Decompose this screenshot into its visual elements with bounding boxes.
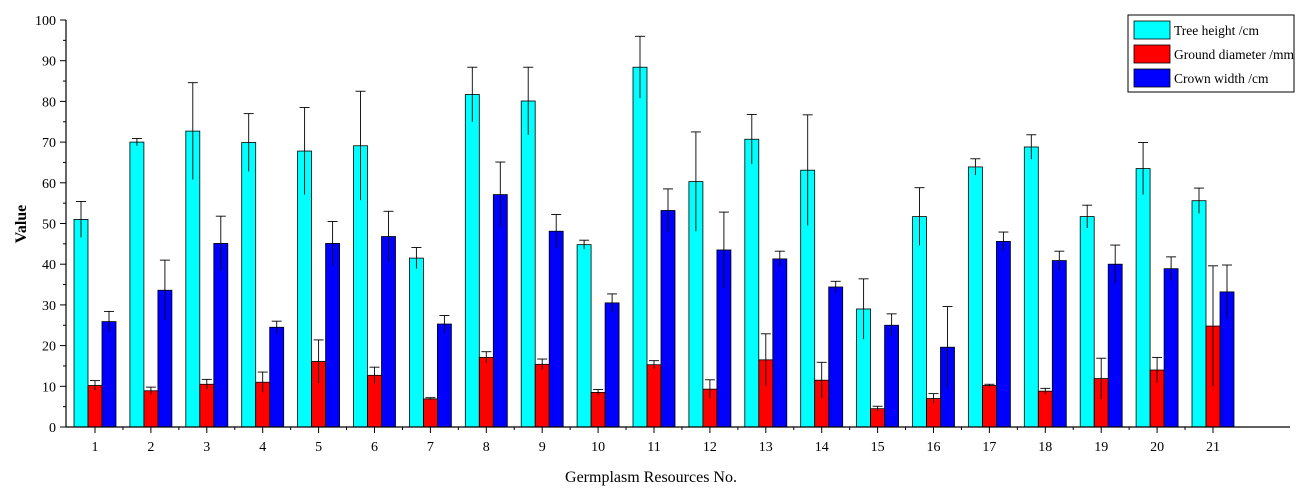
legend-swatch <box>1133 68 1171 88</box>
x-tick-label: 6 <box>371 440 378 455</box>
y-tick-label: 20 <box>42 340 56 355</box>
bar <box>534 363 550 428</box>
legend-swatch <box>1133 44 1171 64</box>
x-tick-label: 10 <box>591 440 605 455</box>
bar <box>408 257 424 428</box>
y-axis-title: Value <box>13 205 30 244</box>
bar <box>912 216 927 428</box>
x-tick-label: 21 <box>1206 440 1220 455</box>
y-tick-label: 90 <box>42 55 56 70</box>
bar <box>269 326 285 428</box>
x-tick-label: 4 <box>259 440 266 455</box>
bar <box>464 94 480 428</box>
bar <box>1135 168 1151 428</box>
bar <box>492 194 508 428</box>
bar <box>325 243 341 428</box>
x-tick-label: 14 <box>815 440 829 455</box>
series-3 <box>101 161 1235 428</box>
bar <box>143 390 159 428</box>
x-tick-label: 5 <box>315 440 322 455</box>
bar <box>1023 146 1039 428</box>
bar <box>772 258 788 428</box>
legend: Tree height /cm Ground diameter /mm Crown … <box>1127 14 1295 93</box>
x-axis-title: Germplasm Resources No. <box>565 469 737 486</box>
bar <box>1163 268 1179 428</box>
bar <box>884 324 899 428</box>
bar <box>1107 263 1123 428</box>
y-tick-label: 10 <box>42 380 56 395</box>
x-tick-label: 1 <box>92 440 99 455</box>
bar <box>982 385 997 428</box>
x-tick-label: 19 <box>1094 440 1108 455</box>
y-tick-label: 50 <box>42 218 56 233</box>
x-tick-label: 2 <box>147 440 154 455</box>
bar <box>968 166 983 428</box>
x-tick-label: 12 <box>703 440 717 455</box>
bar <box>241 142 257 428</box>
x-tick-label: 17 <box>982 440 996 455</box>
legend-swatch <box>1133 20 1171 40</box>
bar <box>520 100 536 428</box>
bar <box>744 138 760 428</box>
bar <box>422 398 438 428</box>
plot-area <box>73 35 1235 428</box>
bar <box>1191 200 1207 428</box>
bar <box>129 141 145 428</box>
y-tick-label: 30 <box>42 299 56 314</box>
x-tick-label: 11 <box>647 440 660 455</box>
bar <box>660 210 676 428</box>
bar <box>1079 216 1095 428</box>
bar <box>381 236 396 428</box>
bar <box>996 241 1011 428</box>
x-tick-label: 15 <box>871 440 885 455</box>
y-tick-label: 60 <box>42 177 56 192</box>
x-tick-label: 3 <box>203 440 210 455</box>
bar <box>870 408 885 428</box>
bar <box>1037 390 1053 428</box>
legend-label: Ground diameter /mm <box>1174 47 1294 62</box>
bar <box>590 391 606 428</box>
bar <box>1051 260 1067 428</box>
y-tick-label: 70 <box>42 136 56 151</box>
x-tick-label: 20 <box>1150 440 1164 455</box>
y-tick-label: 0 <box>49 421 56 436</box>
bar <box>436 323 452 428</box>
bar <box>576 244 592 428</box>
x-tick-label: 8 <box>483 440 490 455</box>
x-tick-label: 9 <box>539 440 546 455</box>
legend-label: Crown width /cm <box>1174 71 1269 86</box>
bar <box>87 385 103 428</box>
bar <box>73 219 89 428</box>
x-tick-label: 13 <box>759 440 773 455</box>
legend-label: Tree height /cm <box>1174 23 1259 38</box>
bar <box>101 321 117 428</box>
bar <box>213 243 229 428</box>
bar <box>478 356 494 428</box>
bar <box>828 286 844 428</box>
x-tick-label: 18 <box>1038 440 1052 455</box>
bar <box>199 383 215 428</box>
bar <box>632 66 648 428</box>
series-1 <box>73 35 1207 428</box>
series-2 <box>87 265 1221 428</box>
x-tick-label: 7 <box>427 440 434 455</box>
bar <box>604 302 620 428</box>
y-tick-label: 80 <box>42 95 56 110</box>
bar <box>646 364 662 428</box>
y-tick-label: 40 <box>42 258 56 273</box>
x-tick-label: 16 <box>927 440 941 455</box>
y-tick-label: 100 <box>35 14 56 29</box>
bar <box>548 230 564 428</box>
